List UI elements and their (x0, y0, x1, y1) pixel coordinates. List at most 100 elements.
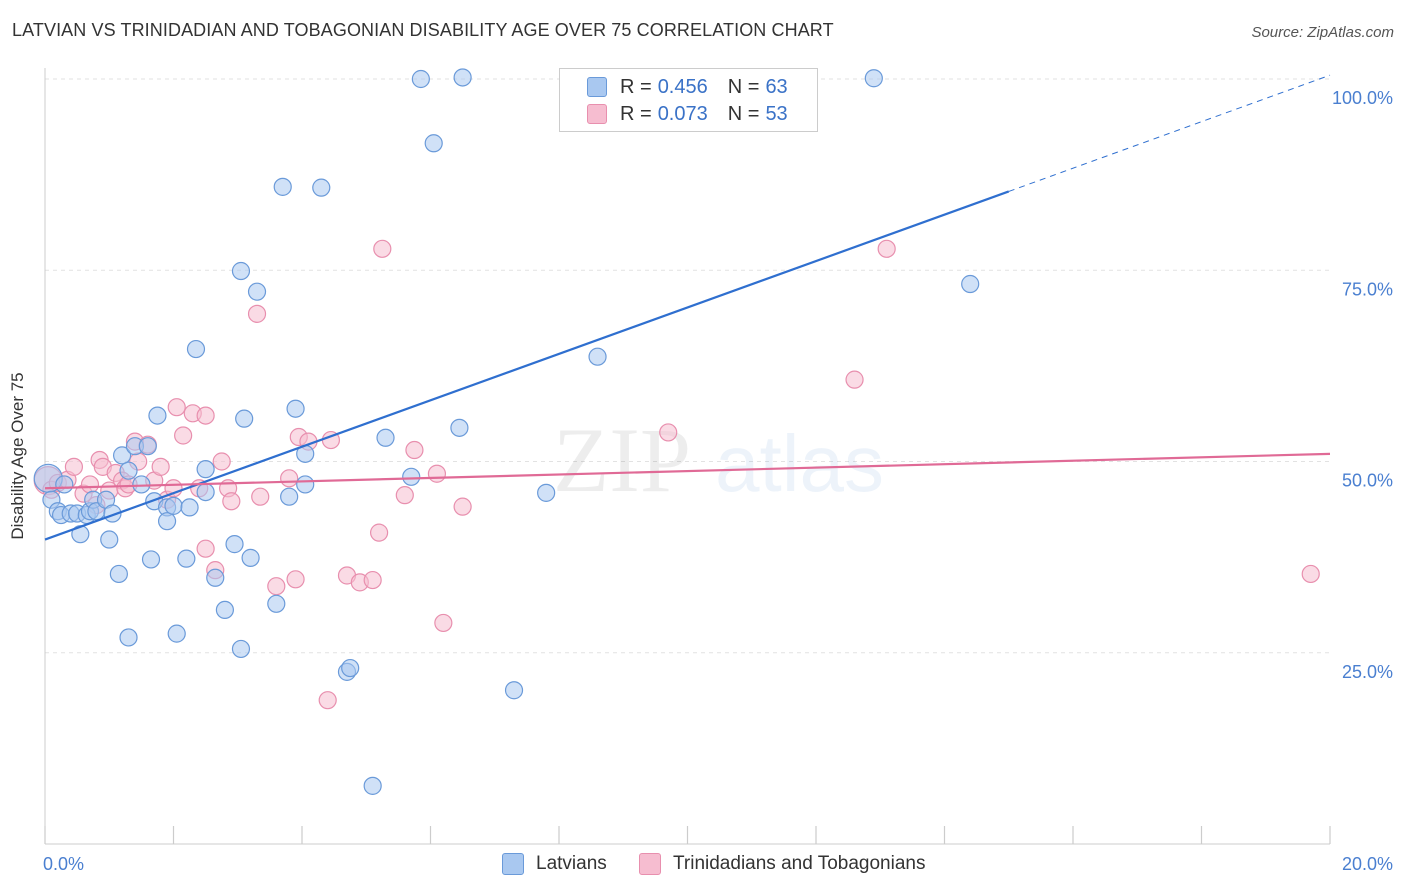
latvian-point (341, 658, 360, 678)
trinidadian-point (659, 423, 678, 442)
legend-n-value: 63 (765, 75, 788, 98)
latvian-point (961, 274, 980, 294)
bottom-legend-swatch-pink (639, 853, 661, 875)
bottom-legend-label-trinidadians: Trinidadians and Tobagonians (673, 853, 926, 874)
latvian-point (196, 483, 215, 502)
y-axis-label: Disability Age Over 75 (8, 372, 27, 540)
bottom-legend-label-latvians: Latvians (536, 853, 607, 874)
latvian-point (411, 69, 430, 89)
legend-r-label: R = (620, 75, 652, 98)
chart-title: LATVIAN VS TRINIDADIAN AND TOBAGONIAN DI… (12, 20, 834, 40)
trinidadian-point (453, 497, 472, 516)
trinidadian-point (174, 426, 193, 445)
latvian-point (296, 475, 315, 494)
latvian-point (109, 564, 128, 584)
bottom-legend-latvians: Latvians (502, 852, 607, 876)
legend-row-trinidadians: R = 0.073 N = 53 (560, 100, 788, 128)
latvian-point (280, 487, 299, 506)
latvian-point (177, 549, 196, 568)
latvian-point (247, 282, 267, 301)
points-layer (33, 68, 1320, 795)
trend-layer (44, 74, 1331, 541)
trinidadian-point (427, 464, 447, 483)
latvian-point (119, 628, 138, 647)
latvian-point (286, 399, 305, 418)
x-tick-label-min: 0.0% (43, 854, 84, 874)
latvian-point (537, 483, 556, 502)
trinidadian-point (196, 406, 215, 425)
legend-row-latvians: R = 0.456 N = 63 (560, 73, 788, 101)
latvian-point (196, 460, 215, 479)
legend-swatch-pink (587, 104, 607, 124)
latvian-trend-line (44, 190, 1010, 541)
trinidadian-point (267, 577, 286, 596)
trinidadian-point (212, 452, 231, 471)
stats-legend: R = 0.456 N = 63 R = 0.073 N = 53 (559, 68, 818, 132)
latvian-trend-extension (1008, 74, 1331, 192)
bottom-legend-swatch-blue (502, 853, 524, 875)
latvian-point (376, 428, 395, 447)
latvian-point (112, 446, 132, 465)
latvian-point (55, 475, 74, 494)
legend-r-value: 0.073 (657, 102, 708, 125)
trinidadian-point (877, 239, 896, 258)
trinidadian-point (286, 570, 305, 589)
trinidadian-point (363, 570, 382, 590)
latvian-point (231, 261, 251, 281)
trinidadian-point (434, 613, 453, 633)
source-credit: Source: ZipAtlas.com (1251, 24, 1394, 41)
labels-layer: 25.0% 50.0% 75.0% 100.0% 0.0% 20.0% (43, 88, 1393, 874)
legend-n-label: N = (727, 102, 760, 125)
latvian-point (206, 568, 225, 587)
latvian-point (424, 134, 443, 153)
latvian-point (504, 681, 524, 700)
legend-n-label: N = (727, 75, 760, 98)
latvian-point (119, 461, 138, 480)
trinidadian-point (167, 398, 186, 417)
legend-r-label: R = (620, 102, 652, 125)
latvian-point (148, 406, 167, 425)
legend-swatch-blue (587, 77, 607, 97)
trinidadian-point (64, 457, 84, 476)
latvian-point (157, 512, 177, 531)
y-tick-label: 25.0% (1342, 662, 1393, 682)
latvian-point (588, 347, 607, 366)
trinidadian-point (845, 370, 864, 389)
y-tick-label: 75.0% (1342, 279, 1393, 299)
latvian-point (450, 418, 469, 437)
latvian-point (138, 437, 157, 456)
trinidadian-point (395, 486, 414, 505)
trinidadian-point (1301, 564, 1320, 584)
trinidadian-trend-line (44, 452, 1331, 490)
trinidadian-point (247, 304, 267, 323)
bottom-legend-trinidadians: Trinidadians and Tobagonians (639, 852, 925, 876)
latvian-point (864, 69, 883, 88)
latvian-point (215, 600, 234, 620)
latvian-point (186, 339, 206, 359)
latvian-point (453, 68, 472, 87)
trinidadian-point (280, 469, 299, 488)
latvian-point (312, 178, 331, 197)
y-tick-label: 100.0% (1332, 88, 1393, 108)
watermark-atlas: atlas (715, 419, 884, 508)
grid-layer (45, 78, 1330, 654)
trinidadian-point (318, 691, 337, 710)
trinidadian-point (222, 492, 241, 511)
latvian-point (164, 496, 183, 515)
latvian-point (402, 467, 421, 486)
legend-r-value: 0.456 (657, 75, 708, 98)
latvian-point (273, 177, 292, 196)
y-tick-label: 50.0% (1342, 471, 1393, 491)
trinidadian-point (80, 475, 100, 494)
watermark: ZIP atlas (553, 409, 884, 511)
latvian-point (180, 498, 199, 517)
trinidadian-point (151, 457, 170, 476)
trinidadian-point (373, 239, 392, 258)
latvian-point (235, 409, 254, 428)
latvian-point (225, 535, 244, 554)
trinidadian-point (370, 523, 389, 542)
x-tick-label-max: 20.0% (1342, 854, 1393, 874)
latvian-point (363, 776, 382, 795)
latvian-point (231, 639, 251, 659)
